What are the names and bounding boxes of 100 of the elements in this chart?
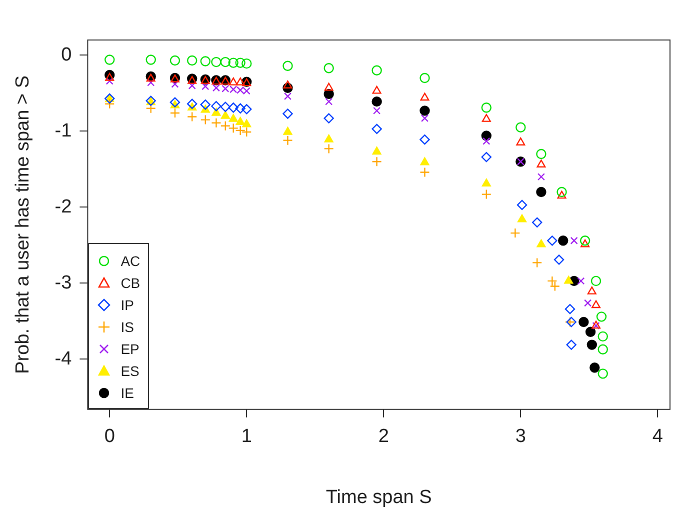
point: [222, 84, 230, 92]
point: [228, 114, 238, 122]
point: [106, 77, 114, 85]
y-tick-label: -1: [54, 120, 72, 142]
point: [598, 344, 608, 354]
point: [211, 56, 222, 68]
point: [200, 56, 210, 66]
point: [228, 77, 238, 86]
legend-label: CB: [120, 275, 140, 292]
point: [420, 167, 430, 178]
point: [200, 100, 210, 110]
point: [536, 160, 546, 168]
point: [554, 254, 564, 265]
point: [242, 87, 250, 95]
point: [284, 92, 292, 100]
point: [598, 331, 608, 342]
point: [220, 102, 230, 112]
point: [325, 98, 333, 106]
legend-label: IE: [120, 385, 134, 402]
point: [372, 96, 382, 107]
point: [580, 236, 590, 246]
point: [242, 126, 252, 138]
point: [592, 300, 601, 308]
point: [146, 103, 156, 114]
point: [228, 58, 238, 68]
point: [324, 63, 334, 74]
point: [324, 113, 334, 124]
point: [566, 340, 576, 350]
x-tick-label: 4: [652, 426, 664, 448]
point: [242, 58, 252, 69]
point: [585, 326, 596, 337]
point: [104, 54, 115, 65]
point: [236, 86, 244, 94]
point: [105, 72, 114, 81]
point: [481, 189, 492, 200]
point: [564, 276, 574, 284]
point: [557, 190, 566, 199]
point: [372, 86, 382, 94]
point: [104, 98, 115, 109]
point: [598, 368, 608, 379]
point: [187, 98, 198, 109]
point: [282, 135, 293, 146]
point: [228, 123, 238, 134]
point: [578, 316, 589, 328]
point: [586, 340, 598, 350]
point: [516, 122, 526, 133]
legend-label: IS: [120, 319, 134, 336]
point: [324, 88, 334, 100]
point: [532, 258, 542, 268]
point: [202, 82, 210, 90]
point: [324, 134, 334, 142]
point: [235, 58, 246, 68]
y-tick-label: 0: [61, 44, 72, 66]
point: [587, 286, 596, 294]
point: [420, 92, 430, 101]
y-tick-label: -2: [54, 196, 72, 218]
point: [536, 148, 546, 160]
point: [147, 78, 155, 86]
point: [577, 277, 585, 285]
point: [188, 82, 196, 90]
point: [187, 112, 198, 122]
point: [236, 116, 245, 125]
point: [482, 114, 491, 122]
point: [580, 239, 590, 248]
point: [372, 124, 382, 134]
point: [324, 82, 334, 91]
point: [537, 173, 545, 181]
point: [235, 125, 246, 136]
y-axis-title: Prob. that a user has time span > S: [12, 76, 34, 374]
point: [282, 60, 293, 71]
point: [324, 144, 334, 154]
x-tick-label: 2: [378, 426, 389, 448]
point: [516, 138, 526, 146]
point: [556, 186, 567, 198]
point: [170, 108, 180, 118]
point: [481, 152, 492, 162]
legend-label: EP: [120, 341, 140, 358]
point: [420, 157, 430, 166]
point: [242, 119, 252, 128]
point: [516, 200, 528, 210]
point: [372, 156, 382, 167]
point: [220, 110, 230, 119]
point: [200, 114, 210, 125]
point: [236, 77, 245, 86]
point: [481, 102, 492, 113]
legend-label: ES: [120, 363, 140, 380]
point: [220, 56, 230, 68]
point: [220, 120, 230, 131]
point: [146, 54, 156, 65]
point: [282, 108, 293, 119]
point: [146, 74, 156, 82]
point: [420, 72, 430, 84]
point: [372, 146, 382, 155]
point: [536, 186, 546, 198]
legend-label: IP: [120, 297, 134, 314]
point: [211, 101, 222, 112]
point: [564, 304, 576, 314]
point: [420, 114, 429, 122]
x-tick-label: 0: [104, 426, 115, 448]
point: [510, 228, 520, 238]
